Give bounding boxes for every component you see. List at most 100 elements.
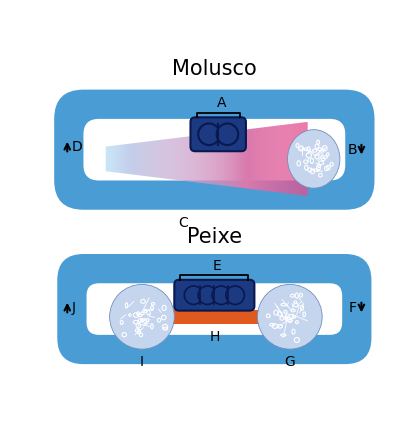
Polygon shape	[110, 146, 111, 172]
Polygon shape	[193, 136, 194, 182]
Polygon shape	[215, 133, 216, 184]
Polygon shape	[186, 137, 187, 181]
Text: J: J	[72, 300, 76, 314]
Polygon shape	[108, 146, 109, 172]
Polygon shape	[127, 144, 128, 174]
Polygon shape	[151, 141, 152, 177]
Circle shape	[217, 124, 238, 145]
Polygon shape	[163, 139, 164, 178]
Polygon shape	[281, 125, 282, 193]
Polygon shape	[267, 127, 268, 191]
Polygon shape	[211, 134, 212, 184]
Text: F: F	[349, 300, 357, 314]
Polygon shape	[118, 145, 119, 173]
Polygon shape	[142, 142, 143, 176]
Polygon shape	[169, 139, 171, 179]
Polygon shape	[286, 124, 287, 193]
Circle shape	[226, 286, 244, 305]
Polygon shape	[233, 131, 234, 187]
Polygon shape	[248, 129, 249, 189]
Polygon shape	[171, 138, 172, 179]
Polygon shape	[164, 139, 166, 178]
Polygon shape	[257, 128, 258, 190]
Polygon shape	[300, 123, 301, 195]
Polygon shape	[258, 128, 259, 190]
Polygon shape	[301, 123, 303, 195]
Polygon shape	[228, 132, 229, 186]
Polygon shape	[274, 126, 275, 192]
Polygon shape	[191, 136, 193, 182]
Text: D: D	[72, 140, 83, 154]
Polygon shape	[287, 124, 288, 193]
Polygon shape	[243, 130, 244, 188]
Polygon shape	[276, 126, 277, 192]
Polygon shape	[295, 123, 296, 195]
Polygon shape	[115, 145, 116, 173]
Polygon shape	[255, 128, 256, 190]
Text: E: E	[213, 259, 222, 273]
Polygon shape	[131, 144, 132, 174]
Polygon shape	[119, 145, 120, 173]
Polygon shape	[283, 125, 285, 193]
FancyBboxPatch shape	[57, 254, 371, 364]
Polygon shape	[152, 141, 153, 177]
Polygon shape	[132, 143, 133, 175]
Polygon shape	[217, 133, 218, 185]
Polygon shape	[238, 130, 239, 187]
Polygon shape	[256, 128, 257, 190]
Polygon shape	[231, 131, 232, 187]
Polygon shape	[135, 143, 136, 175]
Polygon shape	[270, 127, 271, 191]
Polygon shape	[271, 126, 272, 192]
Bar	[163, 310, 269, 324]
Polygon shape	[160, 140, 161, 178]
Polygon shape	[196, 135, 197, 182]
Polygon shape	[181, 137, 182, 181]
FancyBboxPatch shape	[174, 280, 254, 311]
Polygon shape	[126, 144, 127, 174]
Polygon shape	[136, 143, 137, 175]
Polygon shape	[219, 132, 220, 185]
Polygon shape	[116, 145, 117, 173]
Polygon shape	[122, 144, 123, 173]
Polygon shape	[198, 135, 199, 183]
Polygon shape	[189, 136, 191, 181]
Polygon shape	[214, 133, 215, 184]
Polygon shape	[245, 130, 246, 188]
Polygon shape	[260, 128, 261, 190]
Polygon shape	[285, 124, 286, 193]
FancyBboxPatch shape	[54, 89, 375, 210]
Polygon shape	[177, 138, 178, 180]
Polygon shape	[179, 138, 181, 180]
Polygon shape	[155, 141, 156, 177]
Polygon shape	[124, 144, 125, 173]
Polygon shape	[161, 140, 162, 178]
Polygon shape	[137, 143, 138, 175]
FancyBboxPatch shape	[87, 283, 342, 335]
Polygon shape	[268, 127, 269, 191]
Polygon shape	[279, 125, 280, 193]
Polygon shape	[182, 137, 184, 181]
Polygon shape	[297, 123, 298, 195]
Polygon shape	[208, 134, 209, 184]
Polygon shape	[138, 143, 139, 176]
Polygon shape	[303, 122, 305, 196]
Polygon shape	[210, 134, 211, 184]
Polygon shape	[154, 141, 155, 177]
Polygon shape	[117, 145, 118, 173]
Polygon shape	[252, 129, 253, 189]
Polygon shape	[229, 132, 230, 187]
Polygon shape	[159, 140, 160, 178]
Polygon shape	[265, 127, 266, 191]
Polygon shape	[235, 131, 236, 187]
Polygon shape	[139, 142, 140, 176]
Polygon shape	[227, 132, 228, 186]
Polygon shape	[114, 146, 115, 173]
Circle shape	[198, 286, 217, 305]
Polygon shape	[282, 125, 283, 193]
Polygon shape	[266, 127, 267, 191]
Polygon shape	[226, 132, 227, 186]
Polygon shape	[201, 135, 202, 183]
Polygon shape	[184, 137, 186, 181]
Polygon shape	[298, 123, 300, 195]
